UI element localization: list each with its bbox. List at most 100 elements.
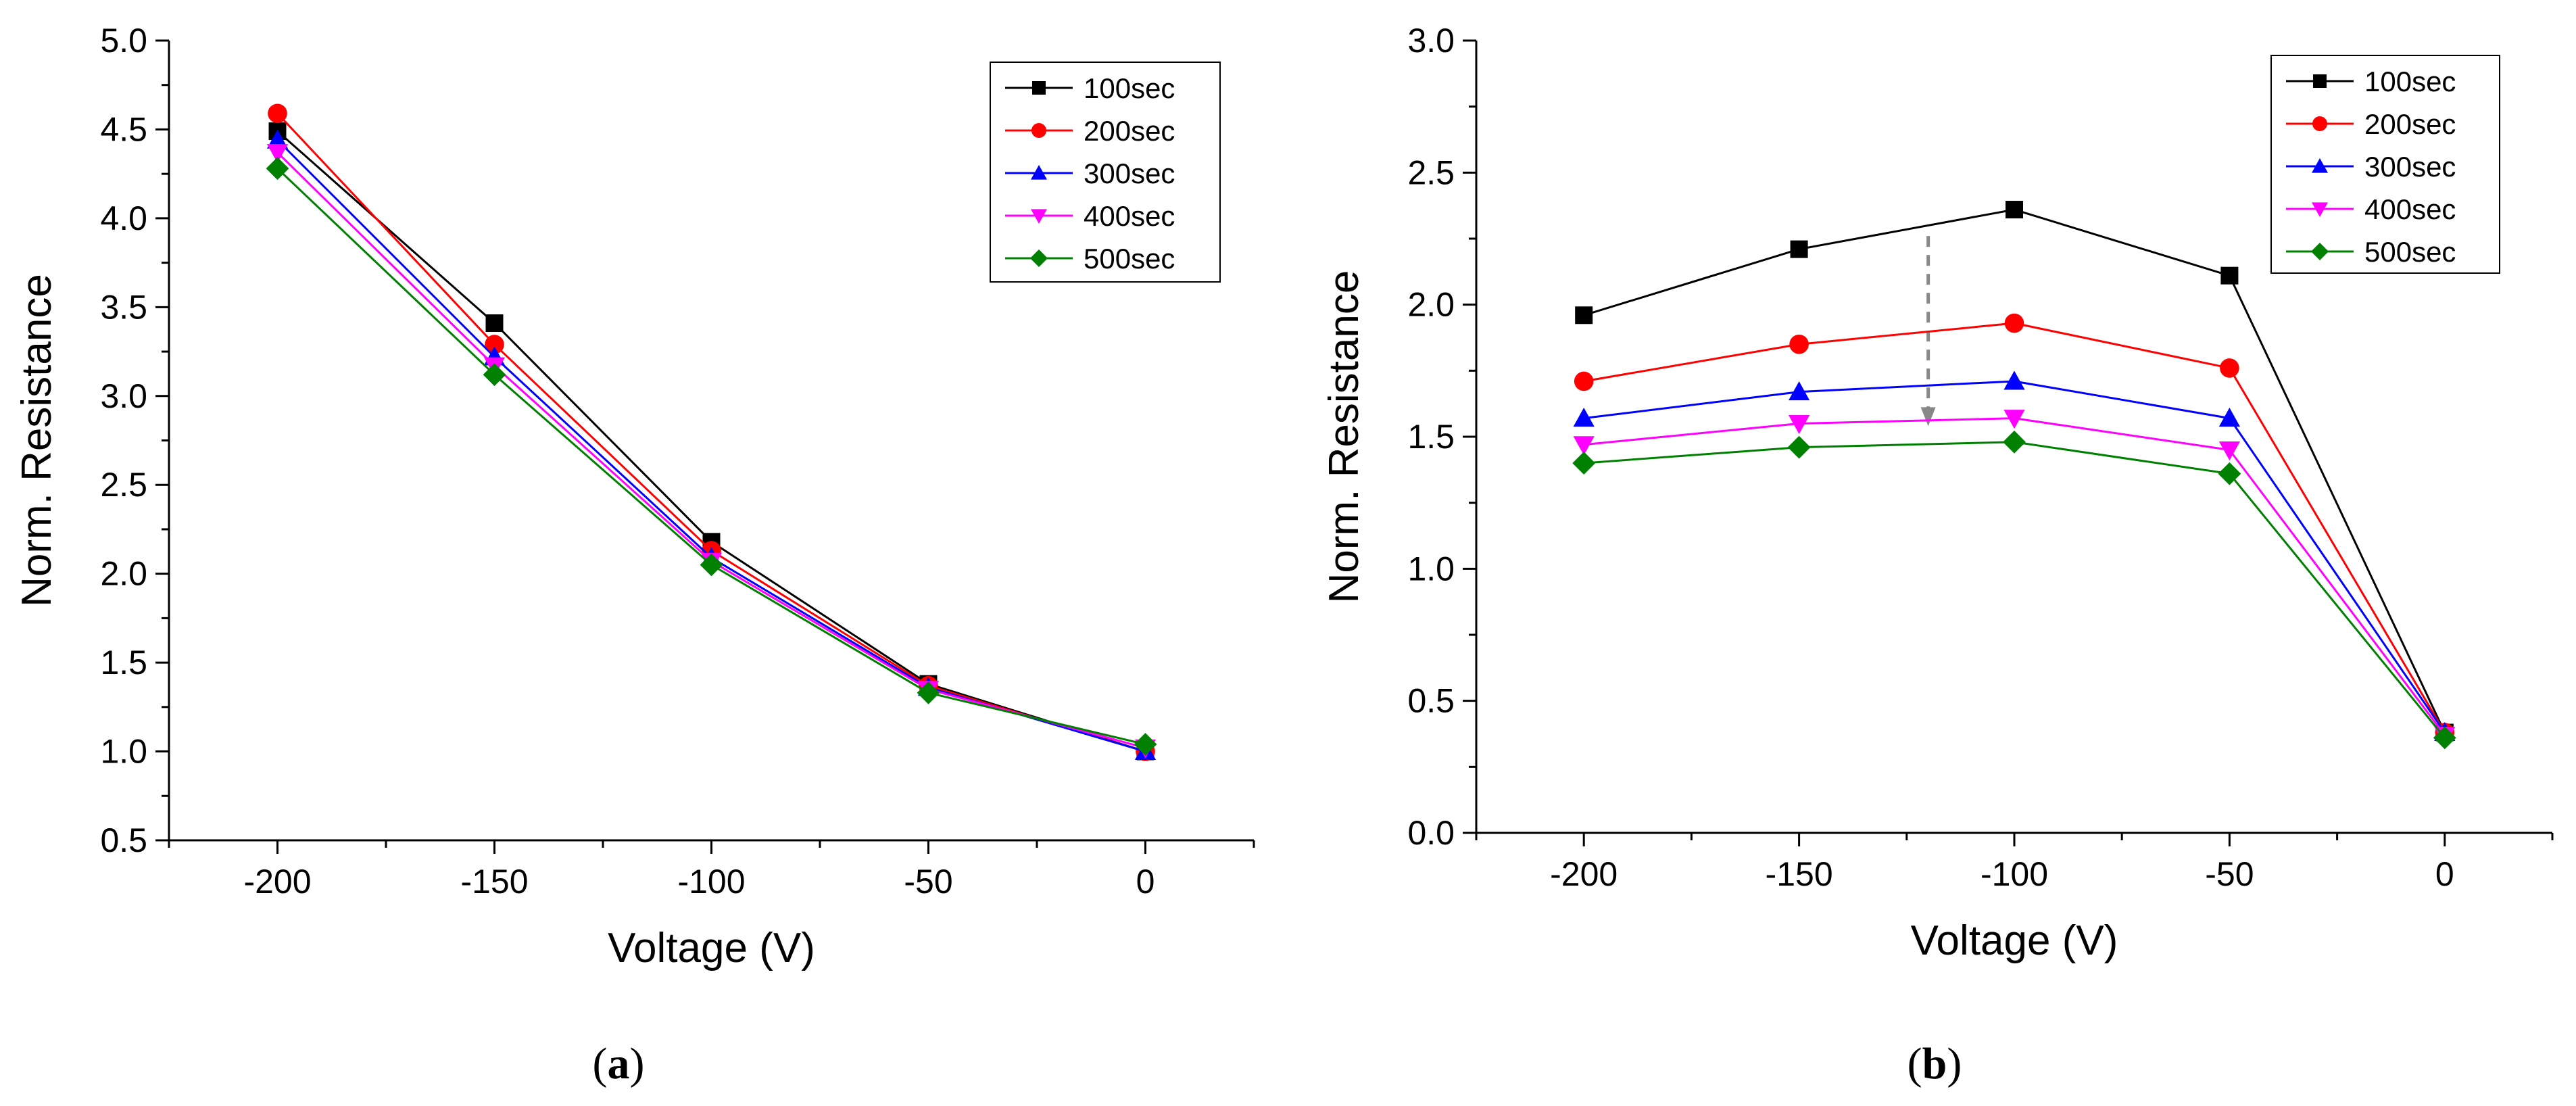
y-tick-label: 0.5 [100,821,147,859]
y-axis-title: Norm. Resistance [14,274,60,607]
x-tick-label: -50 [904,863,952,900]
x-tick-label: -50 [2205,855,2254,893]
legend-marker [1031,209,1047,224]
data-point-100sec [1575,306,1593,324]
legend-marker [1032,81,1046,95]
legend-item-200sec: 200sec [2286,108,2456,140]
x-tick-label: -100 [677,863,745,900]
legend-marker [2313,74,2327,88]
legend-label: 500sec [2364,236,2456,268]
x-tick-label: 0 [2435,855,2454,893]
y-tick-label: 5.0 [100,22,147,59]
data-point-300sec [2218,408,2240,427]
legend-label: 200sec [2364,108,2456,140]
data-point-200sec [1574,371,1594,391]
y-tick-label: 1.0 [1407,550,1455,587]
y-tick-label: 2.5 [1407,153,1455,191]
legend: 100sec 200sec 300sec 400sec 500sec [990,62,1221,283]
data-point-500sec [2218,462,2241,485]
data-point-500sec [1572,452,1596,475]
y-tick-label: 4.5 [100,110,147,148]
series-line-100sec [1583,208,2446,734]
y-tick-label: 1.0 [100,733,147,771]
y-tick-label: 2.0 [1407,286,1455,324]
series-500sec [1572,430,2456,750]
data-point-500sec [2003,430,2026,454]
legend-item-500sec: 500sec [2286,236,2456,268]
annotation-arrow-head [1920,407,1936,427]
data-point-100sec [1790,240,1808,258]
x-tick-label: -100 [1980,855,2048,893]
series-line-400sec [1584,417,2446,736]
legend-label: 100sec [2364,66,2456,97]
x-tick-label: -150 [1766,855,1833,893]
data-point-200sec [1789,334,1809,354]
data-point-200sec [268,103,287,124]
legend-label: 300sec [2364,151,2456,183]
x-tick-label: -150 [460,863,528,900]
panel-label: (b) [1907,1039,1962,1088]
y-tick-label: 3.5 [100,288,147,326]
chart-panel-a: 0.5 1.0 1.5 2.0 2.5 3.0 3.5 4.0 4.5 5.0 -200 -150 -1… [14,22,1255,1088]
x-tick-label: -200 [243,863,311,900]
data-point-200sec [2004,313,2024,333]
legend-item-300sec: 300sec [1005,158,1175,189]
data-point-500sec [483,363,506,387]
data-point-400sec [2218,441,2240,461]
data-point-500sec [917,681,940,704]
data-point-500sec [1787,435,1811,459]
data-point-100sec [2220,266,2239,285]
series-500sec [266,157,1157,756]
y-axis-title: Norm. Resistance [1321,270,1367,604]
legend-label: 100sec [1084,72,1175,104]
legend-marker [1031,165,1047,180]
y-tick-label: 1.5 [1407,418,1455,456]
panel-label: (a) [593,1039,645,1088]
data-point-300sec [1573,408,1595,427]
legend-label: 500sec [1084,243,1175,274]
data-point-500sec [700,553,723,577]
legend-label: 300sec [1084,158,1175,189]
legend-item-100sec: 100sec [2286,66,2456,97]
legend-item-300sec: 300sec [2286,151,2456,183]
legend-marker [2311,243,2329,260]
legend-marker [1031,123,1046,138]
data-point-400sec [1573,436,1595,456]
y-tick-label: 2.0 [100,555,147,593]
data-point-400sec [266,144,289,164]
data-point-100sec [2006,201,2023,219]
legend-item-100sec: 100sec [1005,72,1175,104]
series-400sec [1573,410,2456,746]
legend-marker [1030,249,1048,267]
data-point-200sec [2220,358,2239,378]
y-tick-label: 2.5 [100,466,147,504]
x-axis-title: Voltage (V) [608,925,815,971]
y-tick-label: 0.0 [1407,814,1455,852]
chart-panel-b: 0.0 0.5 1.0 1.5 2.0 2.5 3.0 -200 -150 -100 -50 0 Vol… [1321,22,2554,1088]
data-point-300sec [2003,370,2025,390]
data-point-400sec [2003,410,2025,429]
legend-item-500sec: 500sec [1005,243,1175,274]
data-point-500sec [266,157,289,181]
x-axis-title: Voltage (V) [1911,917,2118,964]
x-tick-label: -200 [1550,855,1618,893]
legend-marker [2312,116,2327,131]
legend-label: 200sec [1084,115,1175,147]
data-point-300sec [266,129,289,149]
data-point-400sec [1789,414,1810,435]
legend-item-200sec: 200sec [1005,115,1175,147]
data-point-200sec [485,335,504,354]
y-tick-label: 1.5 [100,644,147,681]
legend-label: 400sec [2364,193,2456,225]
data-point-500sec [1134,733,1157,756]
legend-box [2270,55,2500,274]
data-point-500sec [2433,726,2456,750]
legend-marker [2312,202,2328,217]
legend-label: 400sec [1084,200,1175,232]
legend-item-400sec: 400sec [2286,193,2456,225]
y-tick-label: 3.0 [100,377,147,415]
y-tick-label: 4.0 [100,199,147,237]
y-tick-label: 3.0 [1407,22,1455,59]
y-tick-label: 0.5 [1407,682,1455,720]
